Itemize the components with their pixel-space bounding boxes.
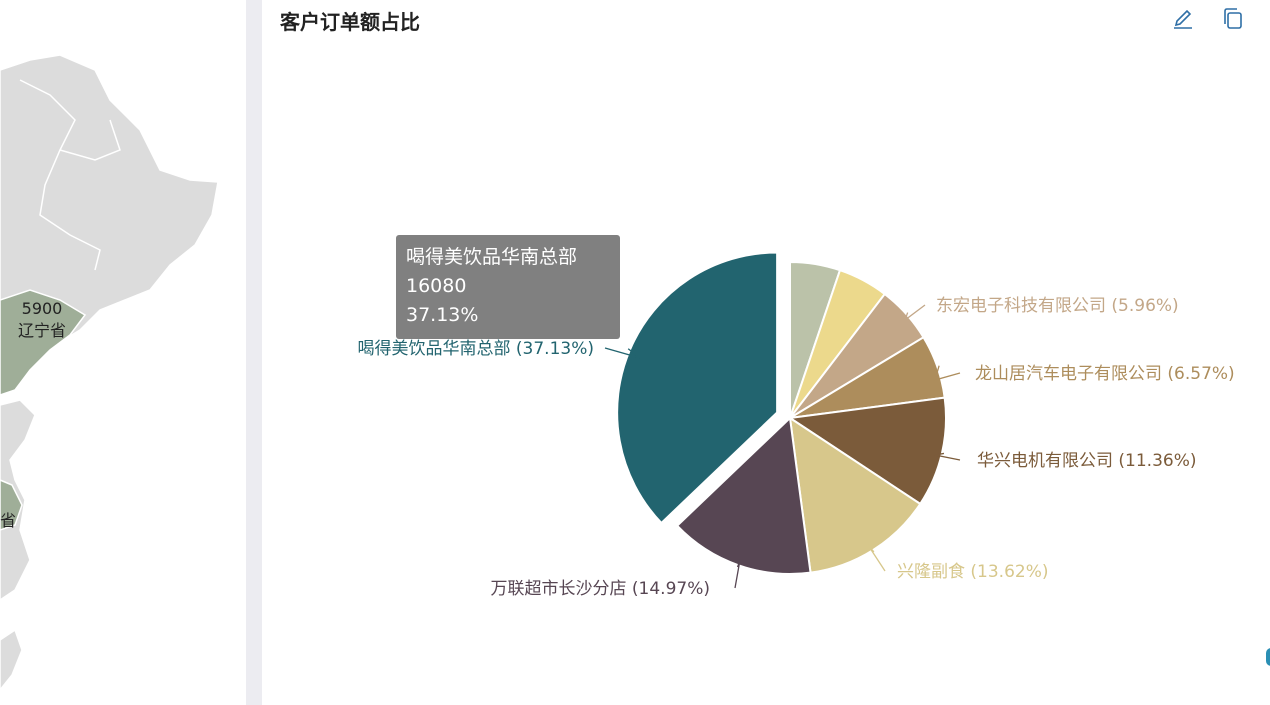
- panel-divider: [246, 0, 262, 705]
- map-region-border: [59, 119, 121, 161]
- slice-label: 华兴电机有限公司 (11.36%): [977, 451, 1197, 471]
- label-leader-line: [604, 347, 641, 359]
- map-value-label: 5900 辽宁省: [18, 298, 66, 342]
- slice-label: 兴隆副食 (13.62%): [897, 562, 1049, 582]
- copy-button[interactable]: [1220, 6, 1246, 32]
- map-region-border: [19, 79, 101, 271]
- label-leader-line: [934, 452, 961, 461]
- pie-slice[interactable]: [787, 396, 947, 506]
- label-leader-line: [903, 304, 926, 322]
- china-map[interactable]: [0, 0, 246, 705]
- map-region-liaoning[interactable]: [0, 289, 87, 396]
- map-province-name: 辽宁省: [18, 321, 67, 340]
- map-value: 5900: [21, 299, 63, 318]
- label-leader-line: [734, 559, 741, 589]
- slice-label: 万联超市长沙分店 (14.97%): [491, 579, 711, 599]
- map-region-island[interactable]: [0, 628, 23, 692]
- panel-title: 客户订单额占比: [280, 10, 420, 34]
- slice-label: 东宏电子科技有限公司 (5.96%): [936, 296, 1179, 316]
- tooltip-percent: 37.13%: [406, 304, 479, 326]
- edit-button[interactable]: [1170, 6, 1196, 32]
- scroll-indicator[interactable]: [1266, 648, 1270, 666]
- copy-icon: [1224, 8, 1242, 29]
- tooltip-name: 喝得美饮品华南总部: [406, 246, 578, 268]
- map-partial-label: 省: [0, 511, 17, 530]
- chart-tooltip: 喝得美饮品华南总部 16080 37.13%: [396, 235, 620, 339]
- tooltip-value: 16080: [406, 275, 467, 297]
- pencil-icon: [1174, 9, 1192, 29]
- slice-label: 喝得美饮品华南总部 (37.13%): [358, 339, 595, 359]
- label-leader-line: [867, 544, 886, 572]
- label-leader-line: [934, 365, 961, 381]
- slice-label: 龙山居汽车电子有限公司 (6.57%): [975, 364, 1235, 384]
- map-region-shandong[interactable]: [0, 479, 23, 531]
- map-panel: 5900 辽宁省 省: [0, 0, 246, 705]
